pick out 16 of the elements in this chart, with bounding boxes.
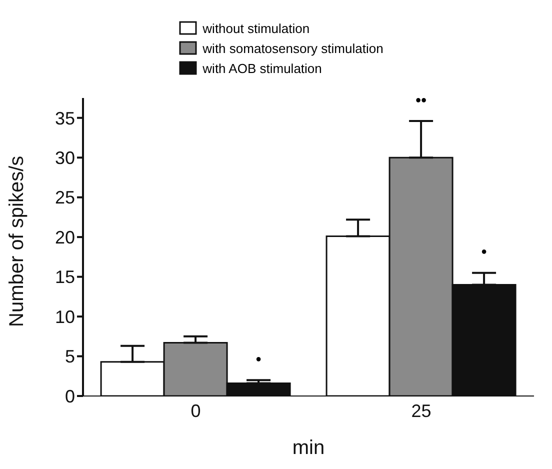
data-label: • <box>256 351 262 368</box>
y-tick-label: 5 <box>64 346 75 367</box>
data-label: • <box>481 244 487 262</box>
y-tick-label: 0 <box>64 386 75 406</box>
y-axis-title: Number of spikes/s <box>6 156 28 327</box>
y-tick-label: 35 <box>54 108 75 128</box>
x-axis-title: min <box>292 437 325 459</box>
y-tick-label: 15 <box>54 267 75 288</box>
legend-label: without stimulation <box>202 20 310 36</box>
y-tick-label: 20 <box>54 227 75 248</box>
data-label: •• <box>415 92 427 110</box>
legend-label: with somatosensory stimulation <box>202 40 384 56</box>
y-tick-label: 25 <box>54 188 75 208</box>
y-tick-label: 10 <box>54 306 75 327</box>
y-tick-label: 30 <box>54 148 75 168</box>
legend-label: with AOB stimulation <box>202 60 322 76</box>
